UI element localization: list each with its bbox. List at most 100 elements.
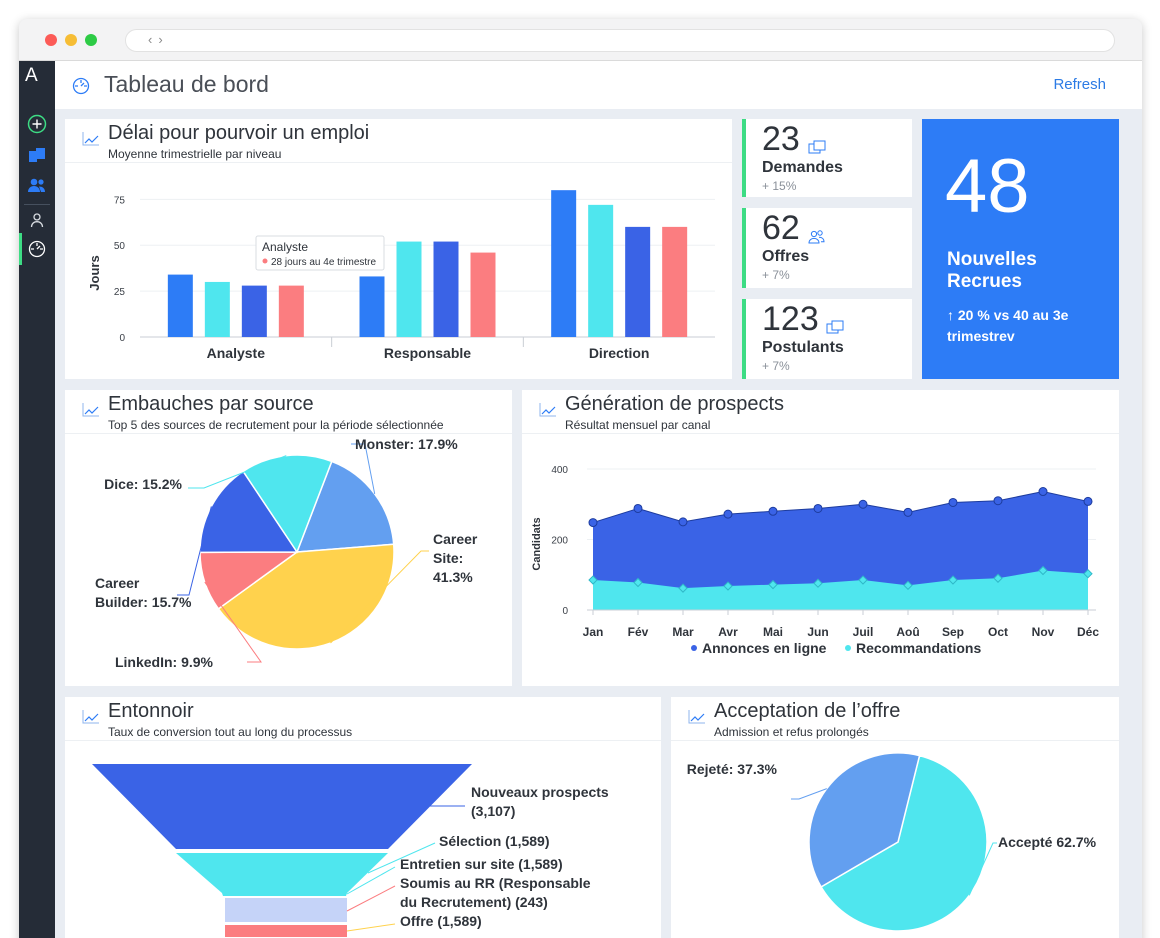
point-annonces[interactable]	[633, 503, 643, 513]
point-recommandations[interactable]	[858, 575, 868, 585]
y-tick-label: 25	[114, 287, 126, 298]
point-recommandations[interactable]	[993, 573, 1003, 583]
address-bar[interactable]: ‹›	[125, 29, 1115, 52]
point-annonces[interactable]	[588, 518, 598, 528]
briefcase-icon[interactable]	[26, 144, 48, 166]
point-recommandations[interactable]	[723, 581, 733, 591]
funnel-stage-3[interactable]	[222, 893, 347, 896]
kpi-card-demandes[interactable]: 23 Demandes + 15%	[742, 119, 912, 197]
pie-slice-5[interactable]	[242, 454, 333, 554]
panel-subtitle: Moyenne trimestrielle par niveau	[108, 147, 282, 161]
bar-direction-3[interactable]	[625, 226, 651, 337]
x-tick-label: Sep	[942, 625, 964, 639]
bar-direction-2[interactable]	[588, 204, 614, 337]
bar-responsable-2[interactable]	[396, 241, 422, 337]
add-icon[interactable]	[26, 113, 48, 135]
tooltip-dot	[262, 258, 268, 264]
acceptance-panel: Acceptation de l’offre Admission et refu…	[671, 697, 1119, 938]
x-tick-label: Oct	[988, 625, 1008, 639]
leads-area-chart: 0 200 400 Candidats Jan Fév Mar Avr Mai Jun Juil Ao…	[531, 465, 1099, 656]
time-to-fill-panel: Délai pour pourvoir un emploi Moyenne tr…	[65, 119, 732, 379]
sources-panel: Embauches par source Top 5 des sources d…	[65, 390, 512, 686]
people-icon	[808, 229, 826, 249]
refresh-button[interactable]: Refresh	[1053, 76, 1106, 93]
y-tick-label: 75	[114, 195, 126, 206]
bar-responsable-3[interactable]	[433, 241, 459, 337]
bar-responsable-1[interactable]	[359, 276, 385, 337]
kpi-change: + 7%	[762, 268, 790, 282]
y-tick-label: 400	[551, 465, 568, 476]
back-forward-icon[interactable]: ‹›	[148, 32, 169, 47]
point-annonces[interactable]	[768, 506, 778, 516]
funnel-label: Soumis au RR (Responsable du Recrutement)…	[400, 875, 591, 910]
funnel-stage-5[interactable]	[225, 925, 347, 937]
point-recommandations[interactable]	[678, 583, 688, 593]
point-recommandations[interactable]	[633, 577, 643, 588]
point-recommandations[interactable]	[903, 580, 913, 591]
funnel-stage-4[interactable]	[225, 898, 347, 922]
dashboard-icon[interactable]	[26, 238, 48, 260]
legend-dot-annonces	[691, 645, 697, 651]
point-annonces[interactable]	[948, 497, 958, 507]
funnel-panel: Entonnoir Taux de conversion tout au lon…	[65, 697, 661, 938]
point-recommandations[interactable]	[768, 579, 778, 590]
funnel-stage-1[interactable]	[92, 764, 472, 849]
pie-label: Career Site: 41.3%	[433, 531, 478, 585]
active-indicator	[19, 233, 22, 265]
maximize-window-icon[interactable]	[85, 34, 97, 46]
dashboard-icon	[72, 77, 90, 100]
page-header: Tableau de bord Refresh	[55, 61, 1142, 109]
pie-connector	[330, 550, 429, 644]
funnel-stage-2[interactable]	[176, 853, 388, 893]
y-tick-label: 50	[114, 241, 126, 252]
kpi-card-offres[interactable]: 62 Offres + 7%	[742, 208, 912, 288]
y-axis-label: Jours	[87, 255, 102, 290]
point-annonces[interactable]	[813, 503, 823, 513]
point-recommandations[interactable]	[1038, 565, 1048, 576]
x-tick-label: Fév	[628, 625, 649, 639]
pie-connector	[188, 455, 287, 489]
point-annonces[interactable]	[1038, 487, 1048, 497]
point-annonces[interactable]	[1083, 496, 1093, 506]
point-annonces[interactable]	[858, 499, 868, 509]
tooltip-text: 28 jours au 4e trimestre	[271, 257, 376, 268]
new-hires-card[interactable]: 48 Nouvelles Recrues ↑ 20 % vs 40 au 3e …	[922, 119, 1119, 379]
pie-connector	[791, 788, 827, 800]
point-annonces[interactable]	[678, 517, 688, 527]
bar-analyste-1[interactable]	[167, 274, 193, 337]
left-rail: A	[19, 61, 55, 938]
point-annonces[interactable]	[993, 496, 1003, 506]
bar-analyste-2[interactable]	[204, 281, 230, 337]
tooltip-title: Analyste	[262, 240, 308, 254]
panel-title: Génération de prospects	[565, 393, 785, 415]
x-tick-label: Jan	[583, 625, 604, 639]
point-annonces[interactable]	[903, 507, 913, 517]
point-recommandations[interactable]	[948, 575, 958, 585]
pie-slice-2[interactable]	[808, 752, 921, 888]
bar-analyste-4[interactable]	[278, 285, 304, 337]
close-window-icon[interactable]	[45, 34, 57, 46]
point-annonces[interactable]	[723, 509, 733, 519]
panel-subtitle: Admission et refus prolongés	[714, 725, 869, 739]
legend-dot-recommandations	[845, 645, 851, 651]
y-tick-label: 200	[551, 536, 568, 547]
x-tick-label: Aoû	[896, 625, 919, 639]
panel-title: Embauches par source	[108, 393, 314, 415]
bar-responsable-4[interactable]	[470, 252, 496, 337]
bar-analyste-3[interactable]	[241, 285, 267, 337]
minimize-window-icon[interactable]	[65, 34, 77, 46]
legend-label-recommandations: Recommandations	[856, 640, 981, 656]
bar-direction-1[interactable]	[551, 190, 577, 337]
point-recommandations[interactable]	[1083, 568, 1093, 579]
point-recommandations[interactable]	[588, 575, 598, 585]
funnel-connector	[367, 842, 436, 874]
new-hires-title: Nouvelles Recrues	[947, 249, 1037, 292]
new-hires-value: 48	[945, 144, 1030, 229]
x-tick-label: Nov	[1032, 625, 1055, 639]
kpi-card-postulants[interactable]: 123 Postulants + 7%	[742, 299, 912, 379]
team-icon[interactable]	[26, 174, 48, 196]
person-icon[interactable]	[26, 209, 48, 231]
point-recommandations[interactable]	[813, 578, 823, 588]
app-logo: A	[25, 65, 38, 86]
bar-direction-4[interactable]	[662, 226, 688, 337]
